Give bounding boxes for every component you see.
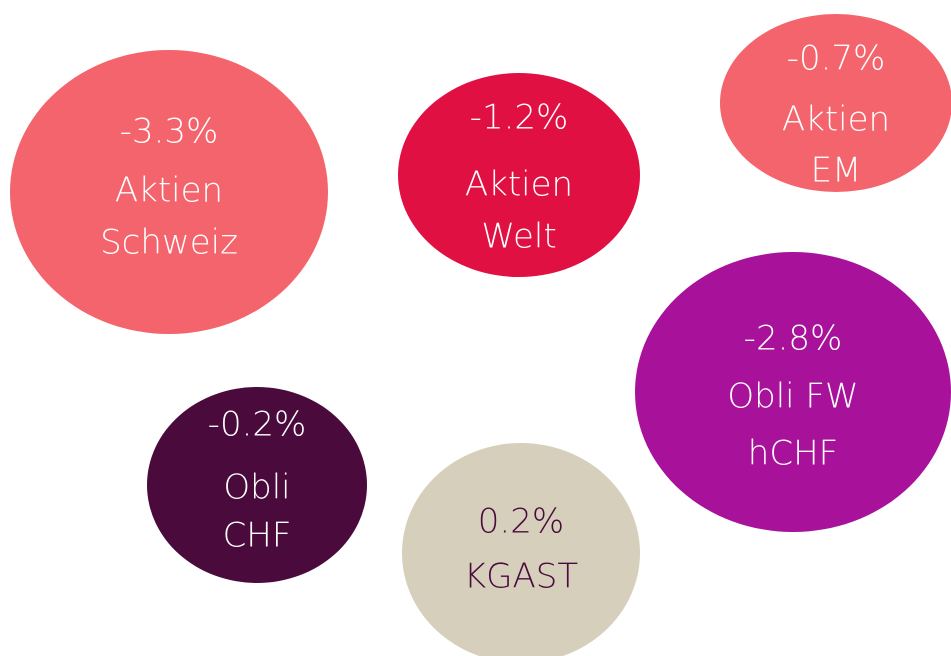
- bubble: [635, 252, 951, 532]
- bubble: [720, 14, 951, 192]
- bubble-label: Welt: [481, 217, 556, 257]
- bubble-label: Obli: [223, 468, 290, 508]
- bubble: [147, 387, 367, 583]
- bubble-label: EM: [811, 151, 862, 191]
- bubble-value: 0.2%: [478, 502, 564, 542]
- bubble-value: -2.8%: [744, 319, 843, 359]
- bubble-label: Aktien: [465, 165, 573, 205]
- bubble-label: Aktien: [115, 171, 223, 211]
- bubble-value: -0.2%: [208, 405, 307, 445]
- bubble-label: Obli FW: [727, 377, 858, 417]
- bubble-label: CHF: [223, 516, 292, 556]
- bubble-value: -3.3%: [120, 112, 219, 152]
- bubble-label: KGAST: [464, 557, 578, 597]
- bubble-value: -1.2%: [470, 98, 569, 138]
- bubble-label: hCHF: [748, 434, 838, 474]
- bubble: [402, 443, 640, 656]
- bubble-label: Schweiz: [100, 223, 238, 263]
- bubble-label: Aktien: [782, 100, 890, 140]
- bubble: [398, 73, 640, 277]
- bubble: [10, 50, 328, 334]
- bubble-value: -0.7%: [787, 39, 886, 79]
